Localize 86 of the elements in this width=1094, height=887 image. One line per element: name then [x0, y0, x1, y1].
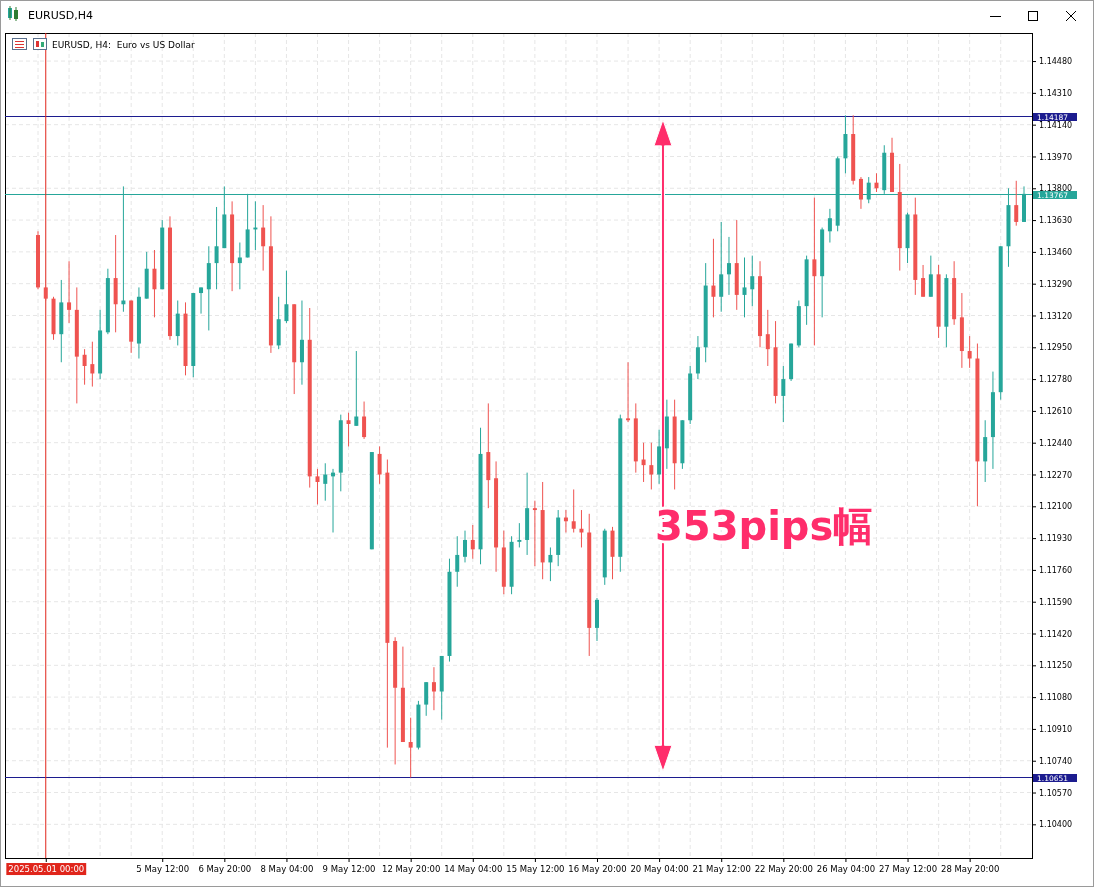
- candlestick: [152, 249, 157, 318]
- candlestick: [812, 197, 817, 346]
- y-tick-label: 1.10570: [1039, 788, 1073, 798]
- candlestick: [858, 176, 863, 210]
- y-tick-label: 1.12100: [1039, 502, 1073, 512]
- candlestick: [261, 204, 266, 272]
- candlestick: [470, 524, 475, 560]
- candlestick: [323, 462, 328, 502]
- x-tick-label: 15 May 12:00: [506, 864, 565, 875]
- y-tick-label: 1.14310: [1039, 88, 1073, 98]
- candlestick: [90, 341, 95, 388]
- candlestick: [517, 522, 522, 548]
- y-tick-label: 1.13970: [1039, 152, 1073, 162]
- text: EURUSD, H4: Euro vs US Dollar: [52, 40, 195, 50]
- candlestick: [649, 442, 654, 490]
- candlestick: [921, 264, 926, 298]
- candlestick: [928, 255, 933, 298]
- candlestick: [431, 666, 436, 711]
- candlestick: [874, 172, 879, 193]
- candlestick: [571, 488, 576, 533]
- x-tick-label: 14 May 04:00: [444, 864, 503, 875]
- y-tick-label: 1.14480: [1039, 57, 1073, 67]
- y-tick-label: 1.13120: [1039, 311, 1073, 321]
- y-tick-label: 1.11590: [1039, 597, 1073, 607]
- candlestick: [82, 348, 87, 386]
- candlestick: [214, 206, 219, 290]
- x-tick-label: 21 May 12:00: [692, 864, 751, 875]
- candlestick: [1014, 180, 1019, 227]
- candlestick: [237, 242, 242, 290]
- candlestick: [67, 260, 72, 324]
- candlestick: [827, 208, 832, 244]
- x-tick-label: 9 May 12:00: [322, 864, 376, 875]
- candlestick: [781, 365, 786, 423]
- chart-title: EURUSD,H4: [28, 9, 93, 22]
- y-tick-label: 1.10910: [1039, 724, 1073, 734]
- x-tick-label: 12 May 20:00: [382, 864, 441, 875]
- candlestick: [354, 350, 359, 427]
- y-tick-label: 1.10400: [1039, 820, 1073, 830]
- y-tick-label: 1.12950: [1039, 343, 1073, 353]
- candlestick: [626, 361, 631, 423]
- y-tick-label: 1.13460: [1039, 247, 1073, 257]
- y-tick-label: 1.14140: [1039, 120, 1073, 130]
- candlestick: [967, 335, 972, 369]
- candlestick: [362, 401, 367, 440]
- candlestick: [455, 535, 460, 588]
- candlestick: [199, 286, 204, 315]
- x-tick-label: 20 May 04:00: [630, 864, 689, 875]
- y-tick-label: 1.12780: [1039, 375, 1073, 385]
- candlestick: [463, 530, 468, 563]
- candlestick: [726, 236, 731, 296]
- y-tick-label: 1.13290: [1039, 279, 1073, 289]
- x-tick-label: 6 May 20:00: [198, 864, 252, 875]
- y-tick-label: 1.11080: [1039, 693, 1073, 703]
- x-tick-label: 28 May 20:00: [941, 864, 1000, 875]
- x-tick-label: 26 May 04:00: [816, 864, 876, 875]
- candlestick: [175, 300, 180, 346]
- candlestick: [424, 681, 429, 717]
- x-tick-label: 16 May 20:00: [568, 864, 627, 875]
- y-tick-label: 1.11250: [1039, 661, 1073, 671]
- candlestick: [742, 256, 747, 318]
- candlestick: [548, 546, 553, 582]
- y-tick-label: 1.11420: [1039, 629, 1073, 639]
- candlestick: [532, 500, 537, 567]
- y-tick-label: 1.12440: [1039, 438, 1073, 448]
- candlestick: [377, 445, 382, 485]
- y-tick-label: 1.11760: [1039, 565, 1073, 575]
- y-tick-label: 1.12610: [1039, 406, 1073, 416]
- x-tick-label: 2025.05.01 00:00: [8, 864, 85, 875]
- candlestick: [641, 442, 646, 483]
- x-tick-label: 5 May 12:00: [136, 864, 190, 875]
- x-tick-label: 27 May 12:00: [878, 864, 938, 875]
- x-tick-label: 22 May 20:00: [754, 864, 813, 875]
- candlestick: [346, 412, 351, 447]
- y-tick-label: 1.10740: [1039, 756, 1073, 766]
- candlestick: [408, 717, 413, 779]
- candlestick: [315, 468, 320, 505]
- candlestick: [299, 300, 304, 386]
- candlestick: [750, 255, 755, 307]
- candlestick: [711, 238, 716, 318]
- y-tick-label: 1.13630: [1039, 216, 1073, 226]
- y-tick-label: 1.11930: [1039, 534, 1073, 544]
- candlestick: [765, 309, 770, 367]
- x-tick-label: 8 May 04:00: [260, 864, 314, 875]
- candlestick: [719, 221, 724, 313]
- y-tick-label: 1.12270: [1039, 470, 1073, 480]
- candlestick: [284, 270, 289, 324]
